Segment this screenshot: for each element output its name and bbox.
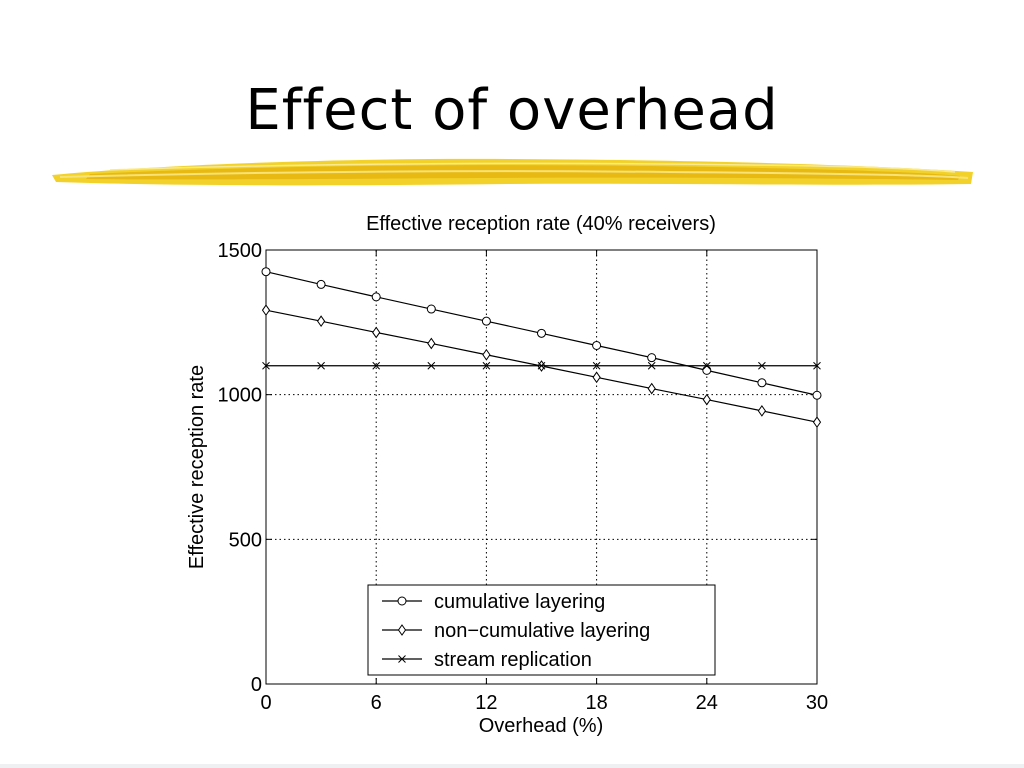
slide-title: Effect of overhead bbox=[245, 78, 779, 143]
x-tick-label: 12 bbox=[475, 692, 497, 714]
x-tick-label: 0 bbox=[260, 692, 271, 714]
axis-ticks: 0 6 12 18 24 30 0 500 1000 1500 bbox=[218, 240, 829, 714]
diamond-marker bbox=[647, 382, 656, 395]
chart-title: Effective reception rate (40% receivers) bbox=[366, 213, 716, 235]
x-marker bbox=[813, 361, 821, 370]
highlighter-underline bbox=[52, 158, 973, 186]
diamond-marker bbox=[482, 348, 491, 361]
circle-marker bbox=[592, 340, 602, 350]
chart-legend: cumulative layering non−cumulative layeri… bbox=[367, 584, 716, 676]
x-marker bbox=[262, 361, 270, 370]
x-tick-label: 24 bbox=[696, 692, 718, 714]
x-axis-label: Overhead (%) bbox=[479, 715, 604, 737]
y-tick-label: 500 bbox=[229, 529, 262, 551]
plot-area bbox=[265, 249, 818, 685]
y-tick-label: 1000 bbox=[218, 385, 263, 407]
circle-marker bbox=[702, 365, 712, 375]
circle-marker bbox=[371, 292, 381, 302]
x-tick-label: 6 bbox=[371, 692, 382, 714]
circle-marker bbox=[757, 378, 767, 388]
series-group bbox=[261, 267, 822, 400]
legend-label: cumulative layering bbox=[434, 591, 605, 613]
x-marker bbox=[647, 361, 656, 370]
circle-marker bbox=[812, 390, 822, 400]
x-marker bbox=[592, 361, 601, 370]
diamond-marker bbox=[397, 624, 407, 636]
x-marker bbox=[537, 361, 546, 370]
circle-marker bbox=[481, 316, 491, 326]
x-marker bbox=[702, 361, 711, 370]
diamond-marker bbox=[812, 416, 822, 429]
x-marker bbox=[398, 655, 406, 663]
footer-strip bbox=[0, 764, 1024, 768]
x-tick-label: 30 bbox=[806, 692, 828, 714]
circle-marker bbox=[647, 353, 657, 363]
circle-marker bbox=[426, 304, 436, 314]
legend-label: stream replication bbox=[434, 649, 592, 671]
diamond-marker bbox=[702, 393, 711, 406]
circle-marker bbox=[397, 596, 407, 606]
diamond-marker bbox=[757, 404, 767, 417]
diamond-marker bbox=[261, 304, 271, 317]
x-marker bbox=[427, 361, 436, 370]
x-marker bbox=[317, 361, 325, 370]
y-tick-label: 1500 bbox=[218, 240, 263, 262]
legend-label: non−cumulative layering bbox=[434, 620, 650, 642]
circle-marker bbox=[316, 279, 326, 289]
series-layer bbox=[261, 267, 822, 429]
legend-box bbox=[367, 584, 716, 676]
diamond-marker bbox=[427, 337, 436, 350]
diamond-marker bbox=[592, 371, 601, 384]
y-tick-label: 0 bbox=[251, 674, 262, 696]
diamond-marker bbox=[372, 326, 381, 339]
x-marker bbox=[372, 361, 381, 370]
y-axis-label: Effective reception rate bbox=[186, 365, 208, 569]
circle-marker bbox=[537, 328, 546, 338]
x-marker bbox=[758, 361, 766, 370]
x-marker bbox=[482, 361, 491, 370]
series-group bbox=[262, 361, 821, 370]
diamond-marker bbox=[316, 315, 326, 328]
x-tick-label: 18 bbox=[585, 692, 607, 714]
circle-marker bbox=[261, 267, 271, 277]
